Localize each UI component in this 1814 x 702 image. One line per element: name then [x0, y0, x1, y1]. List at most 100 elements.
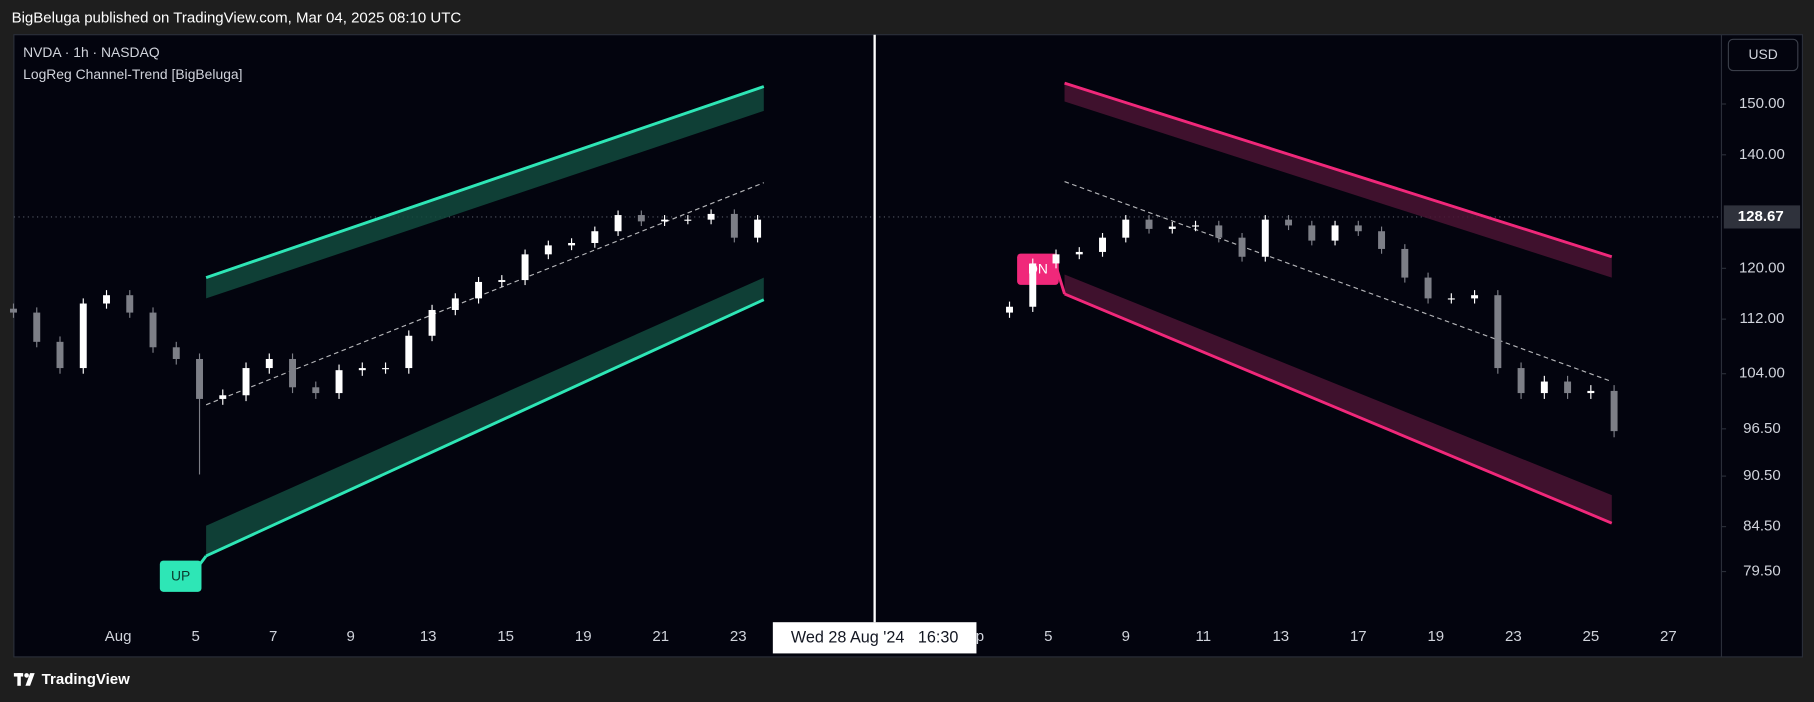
candle-body [103, 295, 110, 304]
candle-body [126, 295, 134, 313]
candle-body [1331, 225, 1339, 241]
lower-line [1063, 292, 1613, 525]
x-tick-label: Aug [105, 628, 132, 645]
candle-body [1122, 219, 1130, 238]
candle-body [79, 303, 87, 369]
x-tick-label: 5 [1044, 628, 1052, 645]
currency-label[interactable]: USD [1748, 46, 1777, 62]
x-tick-label: 9 [1122, 628, 1130, 645]
x-tick-label: 23 [1505, 628, 1522, 645]
plot: 150.00 140.00 120.00 112.00 104.00 96.50 90.50… [10, 34, 1801, 654]
candle-body [1238, 237, 1246, 257]
y-tick-label: 150.00 [1739, 95, 1785, 112]
candle-body [242, 368, 250, 396]
x-tick-label: 21 [652, 628, 669, 645]
y-tick-label: 79.50 [1743, 563, 1781, 580]
lower-band [1064, 274, 1612, 524]
x-tick-label: 25 [1582, 628, 1599, 645]
candle-body [1354, 225, 1362, 232]
y-tick-label: 120.00 [1739, 259, 1785, 276]
x-tick-label: 19 [1427, 628, 1444, 645]
y-tick-label: 112.00 [1740, 310, 1785, 327]
candle-body [33, 312, 41, 342]
candle-body [172, 347, 180, 359]
x-tick-label: 19 [575, 628, 592, 645]
candle-body [335, 370, 343, 394]
upper-line [205, 85, 765, 279]
symbol-title: NVDA · 1h · NASDAQ [23, 44, 160, 60]
x-tick-label: 11 [1195, 628, 1211, 645]
x-tick-label: 13 [420, 628, 437, 645]
candle-body [1471, 295, 1479, 299]
candle-body [1564, 381, 1572, 394]
candle-body [1192, 225, 1200, 227]
last-price-box [1723, 205, 1801, 229]
mid-line [205, 182, 765, 406]
candle-body [10, 308, 17, 313]
footer-brand: TradingView [42, 671, 131, 688]
x-tick-label: 27 [1660, 628, 1677, 645]
candle-body [1285, 219, 1293, 226]
candle-body [219, 395, 227, 399]
trend-label-box [1017, 253, 1059, 285]
last-price-label: 128.67 [1738, 208, 1784, 225]
upper-band [1064, 83, 1612, 278]
chart-area [13, 34, 1804, 658]
candle-body [544, 245, 552, 255]
candle-body [149, 312, 157, 348]
upper-band [206, 86, 764, 299]
candle-body [707, 213, 715, 220]
y-tick-label: 90.50 [1743, 467, 1781, 484]
candle-body [1424, 277, 1432, 299]
candle-body [1215, 225, 1223, 238]
candle-body [1052, 254, 1060, 264]
candle-body [730, 213, 738, 238]
candle-body [614, 215, 622, 232]
candle-body [521, 254, 529, 281]
trend-label-box [159, 560, 202, 592]
candle-body [684, 219, 692, 221]
candle-body [1447, 298, 1455, 300]
candle-body [1378, 231, 1386, 249]
candle-body [382, 368, 390, 370]
candle-body [1540, 381, 1548, 394]
publish-header: BigBeluga published on TradingView.com, … [12, 9, 462, 26]
x-tick-label: 7 [269, 628, 277, 645]
y-tick-label: 104.00 [1739, 365, 1785, 382]
candle-body [498, 280, 506, 282]
candle-body [289, 358, 297, 388]
candle-body [312, 387, 320, 394]
candle-body [1029, 263, 1037, 307]
crosshair-label-box [772, 622, 977, 654]
candle-body [1494, 295, 1502, 369]
candle-body [428, 309, 436, 336]
x-tick-label: 5 [191, 628, 199, 645]
candle-body [1168, 226, 1176, 229]
candle-body [1308, 225, 1316, 241]
candle-body [451, 298, 459, 310]
candle-body [568, 242, 576, 246]
candle-body [1587, 390, 1595, 394]
candle-body [1610, 390, 1618, 432]
candle-body [196, 358, 203, 399]
indicator-name: LogReg Channel-Trend [BigBeluga] [23, 66, 242, 82]
candle-body [1099, 237, 1106, 252]
x-tick-label: 9 [346, 628, 354, 645]
candle-body [661, 219, 669, 222]
candle-body [1145, 219, 1153, 229]
lower-line [205, 298, 765, 558]
currency-button[interactable] [1727, 38, 1799, 72]
tradingview-logo [13, 673, 35, 686]
trend-label: UP [171, 567, 190, 583]
x-tick-label: 23 [730, 628, 747, 645]
candle-body [591, 231, 599, 243]
x-tick-label: 15 [497, 628, 514, 645]
candle-body [1401, 248, 1409, 278]
y-tick-label: 84.50 [1743, 518, 1781, 535]
candle-body [754, 219, 762, 238]
candle-body [265, 358, 273, 369]
candle-body [56, 341, 64, 369]
y-tick-label: 96.50 [1743, 420, 1781, 437]
candle-body [475, 281, 483, 299]
